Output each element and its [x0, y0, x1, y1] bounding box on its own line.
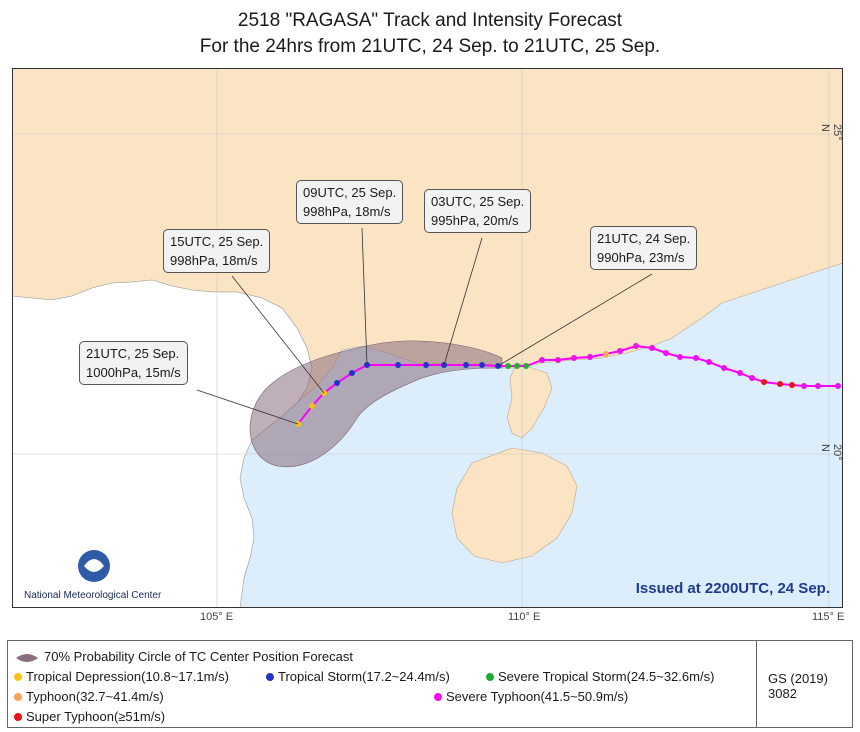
- track-point-ts: [423, 362, 429, 368]
- sts-dot-icon: [486, 673, 494, 681]
- track-point-sty: [539, 357, 545, 363]
- legend-td-label: Tropical Depression(10.8~17.1m/s): [26, 669, 229, 684]
- issued-time: Issued at 2200UTC, 24 Sep.: [635, 580, 830, 597]
- track-point-ts: [463, 362, 469, 368]
- legend-ts: Tropical Storm(17.2~24.4m/s): [266, 669, 450, 684]
- lat-25-label: 25° N: [819, 124, 843, 141]
- center-name: National Meteorological Center: [24, 590, 162, 601]
- lat-20-label: 20° N: [819, 444, 843, 461]
- track-point-superty: [789, 382, 795, 388]
- track-point-ty: [603, 351, 609, 357]
- lon-115-label: 115° E: [812, 611, 845, 623]
- ts-dot-icon: [266, 673, 274, 681]
- track-point-td: [309, 403, 315, 409]
- track-point-sty: [737, 370, 743, 376]
- ty-dot-icon: [14, 693, 22, 701]
- track-point-sts: [514, 363, 520, 369]
- track-point-sty: [571, 355, 577, 361]
- track-points: [295, 343, 841, 427]
- track-point-sts: [505, 363, 511, 369]
- track-point-sty: [835, 383, 841, 389]
- callout-leader-line: [231, 275, 325, 394]
- map-approval-number: GS (2019) 3082: [768, 671, 828, 701]
- prob-circle-icon: [16, 653, 38, 662]
- callout-time: 21UTC, 25 Sep.: [86, 346, 180, 361]
- land-hainan: [451, 447, 578, 564]
- track-point-sty: [801, 383, 807, 389]
- callout-info: 998hPa, 18m/s: [303, 204, 391, 219]
- track-point-sty: [706, 359, 712, 365]
- callout-info: 998hPa, 18m/s: [170, 253, 258, 268]
- track-point-superty: [777, 381, 783, 387]
- track-point-sty: [649, 345, 655, 351]
- lon-105-label: 105° E: [200, 611, 234, 623]
- map-title: 2518 "RAGASA" Track and Intensity Foreca…: [237, 10, 623, 31]
- callout-leaders: [196, 227, 653, 425]
- map-frame: [12, 68, 843, 608]
- land-leizhou: [506, 362, 553, 439]
- callout-15utc-25sep: 15UTC, 25 Sep. 998hPa, 18m/s: [163, 229, 271, 273]
- legend-superty-label: Super Typhoon(≥51m/s): [26, 709, 166, 724]
- legend-divider: [756, 641, 757, 727]
- superty-dot-icon: [14, 713, 22, 721]
- track-point-sty: [555, 357, 561, 363]
- track-point-sty: [633, 343, 639, 349]
- nmc-logo-icon: [78, 550, 110, 582]
- callout-21utc-25sep: 21UTC, 25 Sep. 1000hPa, 15m/s: [79, 341, 188, 385]
- callout-09utc-25sep: 09UTC, 25 Sep. 998hPa, 18m/s: [296, 180, 404, 224]
- callout-time: 21UTC, 24 Sep.: [597, 231, 691, 246]
- legend-ts-label: Tropical Storm(17.2~24.4m/s): [278, 669, 450, 684]
- callout-time: 03UTC, 25 Sep.: [431, 194, 525, 209]
- track-point-sty: [815, 383, 821, 389]
- track-point-sts: [523, 363, 529, 369]
- legend-td: Tropical Depression(10.8~17.1m/s): [14, 669, 229, 684]
- callout-time: 15UTC, 25 Sep.: [170, 234, 264, 249]
- track-point-ts: [334, 380, 340, 386]
- forecast-map: [12, 68, 843, 608]
- track-point-ts: [395, 362, 401, 368]
- track-point-sty: [587, 354, 593, 360]
- probability-cone: [249, 340, 503, 468]
- legend-sty-label: Severe Typhoon(41.5~50.9m/s): [446, 689, 629, 704]
- track-point-superty: [761, 379, 767, 385]
- legend-sts: Severe Tropical Storm(24.5~32.6m/s): [486, 669, 714, 684]
- callout-info: 990hPa, 23m/s: [597, 250, 685, 265]
- legend-ty: Typhoon(32.7~41.4m/s): [14, 689, 164, 704]
- callout-03utc-25sep: 03UTC, 25 Sep. 995hPa, 20m/s: [424, 189, 532, 233]
- track-point-sty: [721, 365, 727, 371]
- callout-leader-line: [497, 273, 653, 367]
- callout-info: 1000hPa, 15m/s: [86, 365, 181, 380]
- map-subtitle: For the 24hrs from 21UTC, 24 Sep. to 21U…: [199, 36, 661, 57]
- callout-leader-line: [443, 237, 483, 366]
- legend-sts-label: Severe Tropical Storm(24.5~32.6m/s): [498, 669, 715, 684]
- legend-superty: Super Typhoon(≥51m/s): [14, 709, 165, 724]
- graticule: [12, 68, 843, 608]
- legend-prob-circle: 70% Probability Circle of TC Center Posi…: [14, 649, 353, 664]
- sty-dot-icon: [434, 693, 442, 701]
- track-point-ts: [479, 362, 485, 368]
- track-point-sty: [677, 354, 683, 360]
- callout-time: 09UTC, 25 Sep.: [303, 185, 397, 200]
- callout-leader-line: [196, 389, 299, 425]
- legend-prob-label: 70% Probability Circle of TC Center Posi…: [44, 649, 353, 664]
- legend: 70% Probability Circle of TC Center Posi…: [7, 640, 853, 728]
- td-dot-icon: [14, 673, 22, 681]
- lon-110-label: 110° E: [508, 611, 541, 623]
- track-point-sty: [749, 375, 755, 381]
- callout-21utc-24sep: 21UTC, 24 Sep. 990hPa, 23m/s: [590, 226, 698, 270]
- track-point-ts: [349, 370, 355, 376]
- legend-ty-label: Typhoon(32.7~41.4m/s): [26, 689, 164, 704]
- track-point-sty: [693, 355, 699, 361]
- track-point-sty: [617, 348, 623, 354]
- legend-sty: Severe Typhoon(41.5~50.9m/s): [434, 689, 628, 704]
- callout-leader-line: [361, 227, 368, 366]
- track-point-sty: [663, 350, 669, 356]
- callout-info: 995hPa, 20m/s: [431, 213, 519, 228]
